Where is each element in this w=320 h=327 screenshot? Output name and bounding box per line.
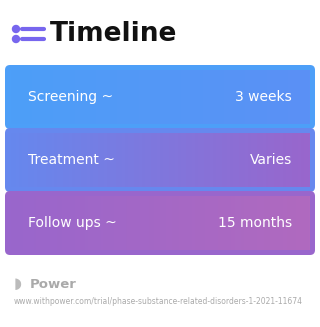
Text: Varies: Varies [250,153,292,167]
Text: 15 months: 15 months [218,216,292,230]
FancyBboxPatch shape [5,191,315,255]
Text: 3 weeks: 3 weeks [235,90,292,104]
Text: ◗: ◗ [14,277,22,291]
FancyBboxPatch shape [5,128,315,192]
Text: Power: Power [30,278,77,290]
Text: Screening ~: Screening ~ [28,90,113,104]
Text: Follow ups ~: Follow ups ~ [28,216,117,230]
Text: Timeline: Timeline [50,21,177,47]
Circle shape [12,26,20,32]
Text: www.withpower.com/trial/phase-substance-related-disorders-1-2021-11674: www.withpower.com/trial/phase-substance-… [14,298,303,306]
Circle shape [12,36,20,43]
FancyBboxPatch shape [5,65,315,129]
Text: Treatment ~: Treatment ~ [28,153,115,167]
